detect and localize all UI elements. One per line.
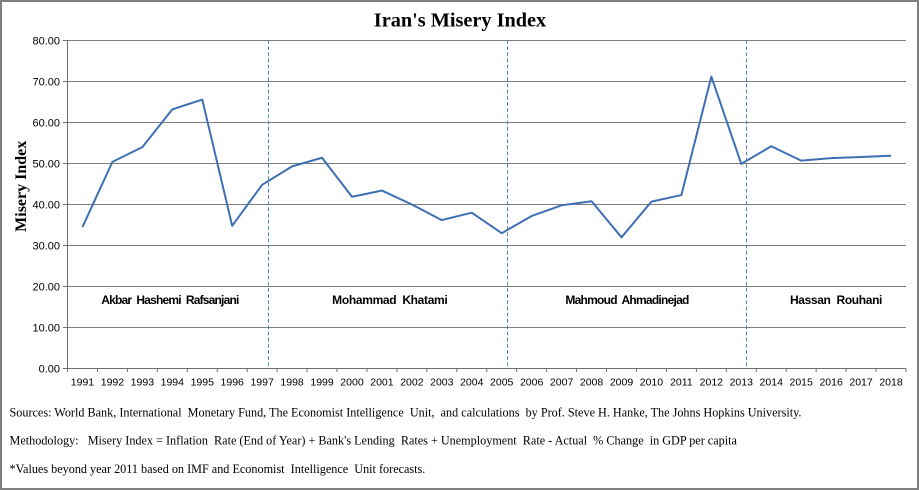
svg-text:Mohammad Khatami: Mohammad Khatami (332, 293, 447, 307)
svg-text:70.00: 70.00 (32, 76, 60, 88)
svg-text:60.00: 60.00 (32, 117, 60, 129)
svg-text:1991: 1991 (71, 377, 95, 389)
svg-text:2006: 2006 (520, 377, 544, 389)
svg-text:2018: 2018 (879, 377, 903, 389)
svg-text:2007: 2007 (550, 377, 574, 389)
svg-text:80.00: 80.00 (32, 35, 60, 47)
svg-text:2001: 2001 (370, 377, 394, 389)
svg-text:Misery Index: Misery Index (13, 141, 30, 232)
svg-text:Sources: World Bank, Internati: Sources: World Bank, International Monet… (10, 406, 802, 420)
svg-text:50.00: 50.00 (32, 158, 60, 170)
svg-text:2015: 2015 (789, 377, 813, 389)
svg-text:2012: 2012 (700, 377, 724, 389)
svg-text:30.00: 30.00 (32, 240, 60, 252)
svg-text:2000: 2000 (340, 377, 364, 389)
svg-text:Iran's Misery Index: Iran's Misery Index (374, 10, 547, 32)
svg-text:20.00: 20.00 (32, 281, 60, 293)
svg-text:1998: 1998 (280, 377, 304, 389)
svg-text:2013: 2013 (730, 377, 754, 389)
svg-text:2009: 2009 (610, 377, 634, 389)
svg-text:2010: 2010 (640, 377, 664, 389)
svg-text:40.00: 40.00 (32, 199, 60, 211)
svg-text:2016: 2016 (819, 377, 843, 389)
svg-text:1992: 1992 (101, 377, 125, 389)
svg-text:1994: 1994 (161, 377, 185, 389)
svg-text:2017: 2017 (849, 377, 873, 389)
svg-text:2003: 2003 (430, 377, 454, 389)
svg-text:1997: 1997 (250, 377, 274, 389)
svg-text:2005: 2005 (490, 377, 514, 389)
svg-text:2002: 2002 (400, 377, 424, 389)
svg-text:Akbar Hashemi Rafsanjani: Akbar Hashemi Rafsanjani (101, 293, 239, 307)
svg-text:1993: 1993 (131, 377, 155, 389)
svg-text:2014: 2014 (760, 377, 784, 389)
svg-text:Hassan Rouhani: Hassan Rouhani (790, 293, 882, 307)
svg-text:1995: 1995 (191, 377, 215, 389)
svg-text:2011: 2011 (670, 377, 693, 389)
svg-text:10.00: 10.00 (32, 322, 60, 334)
svg-text:Mahmoud Ahmadinejad: Mahmoud Ahmadinejad (565, 293, 689, 307)
svg-text:2008: 2008 (580, 377, 604, 389)
svg-text:1996: 1996 (221, 377, 245, 389)
svg-text:*Values beyond year 2011 based: *Values beyond year 2011 based on IMF an… (10, 462, 426, 476)
svg-text:Methodology: Misery Index =: Methodology: Misery Index = Inflation Ra… (10, 434, 738, 448)
svg-text:0.00: 0.00 (39, 363, 60, 375)
svg-text:1999: 1999 (310, 377, 334, 389)
svg-text:2004: 2004 (460, 377, 484, 389)
